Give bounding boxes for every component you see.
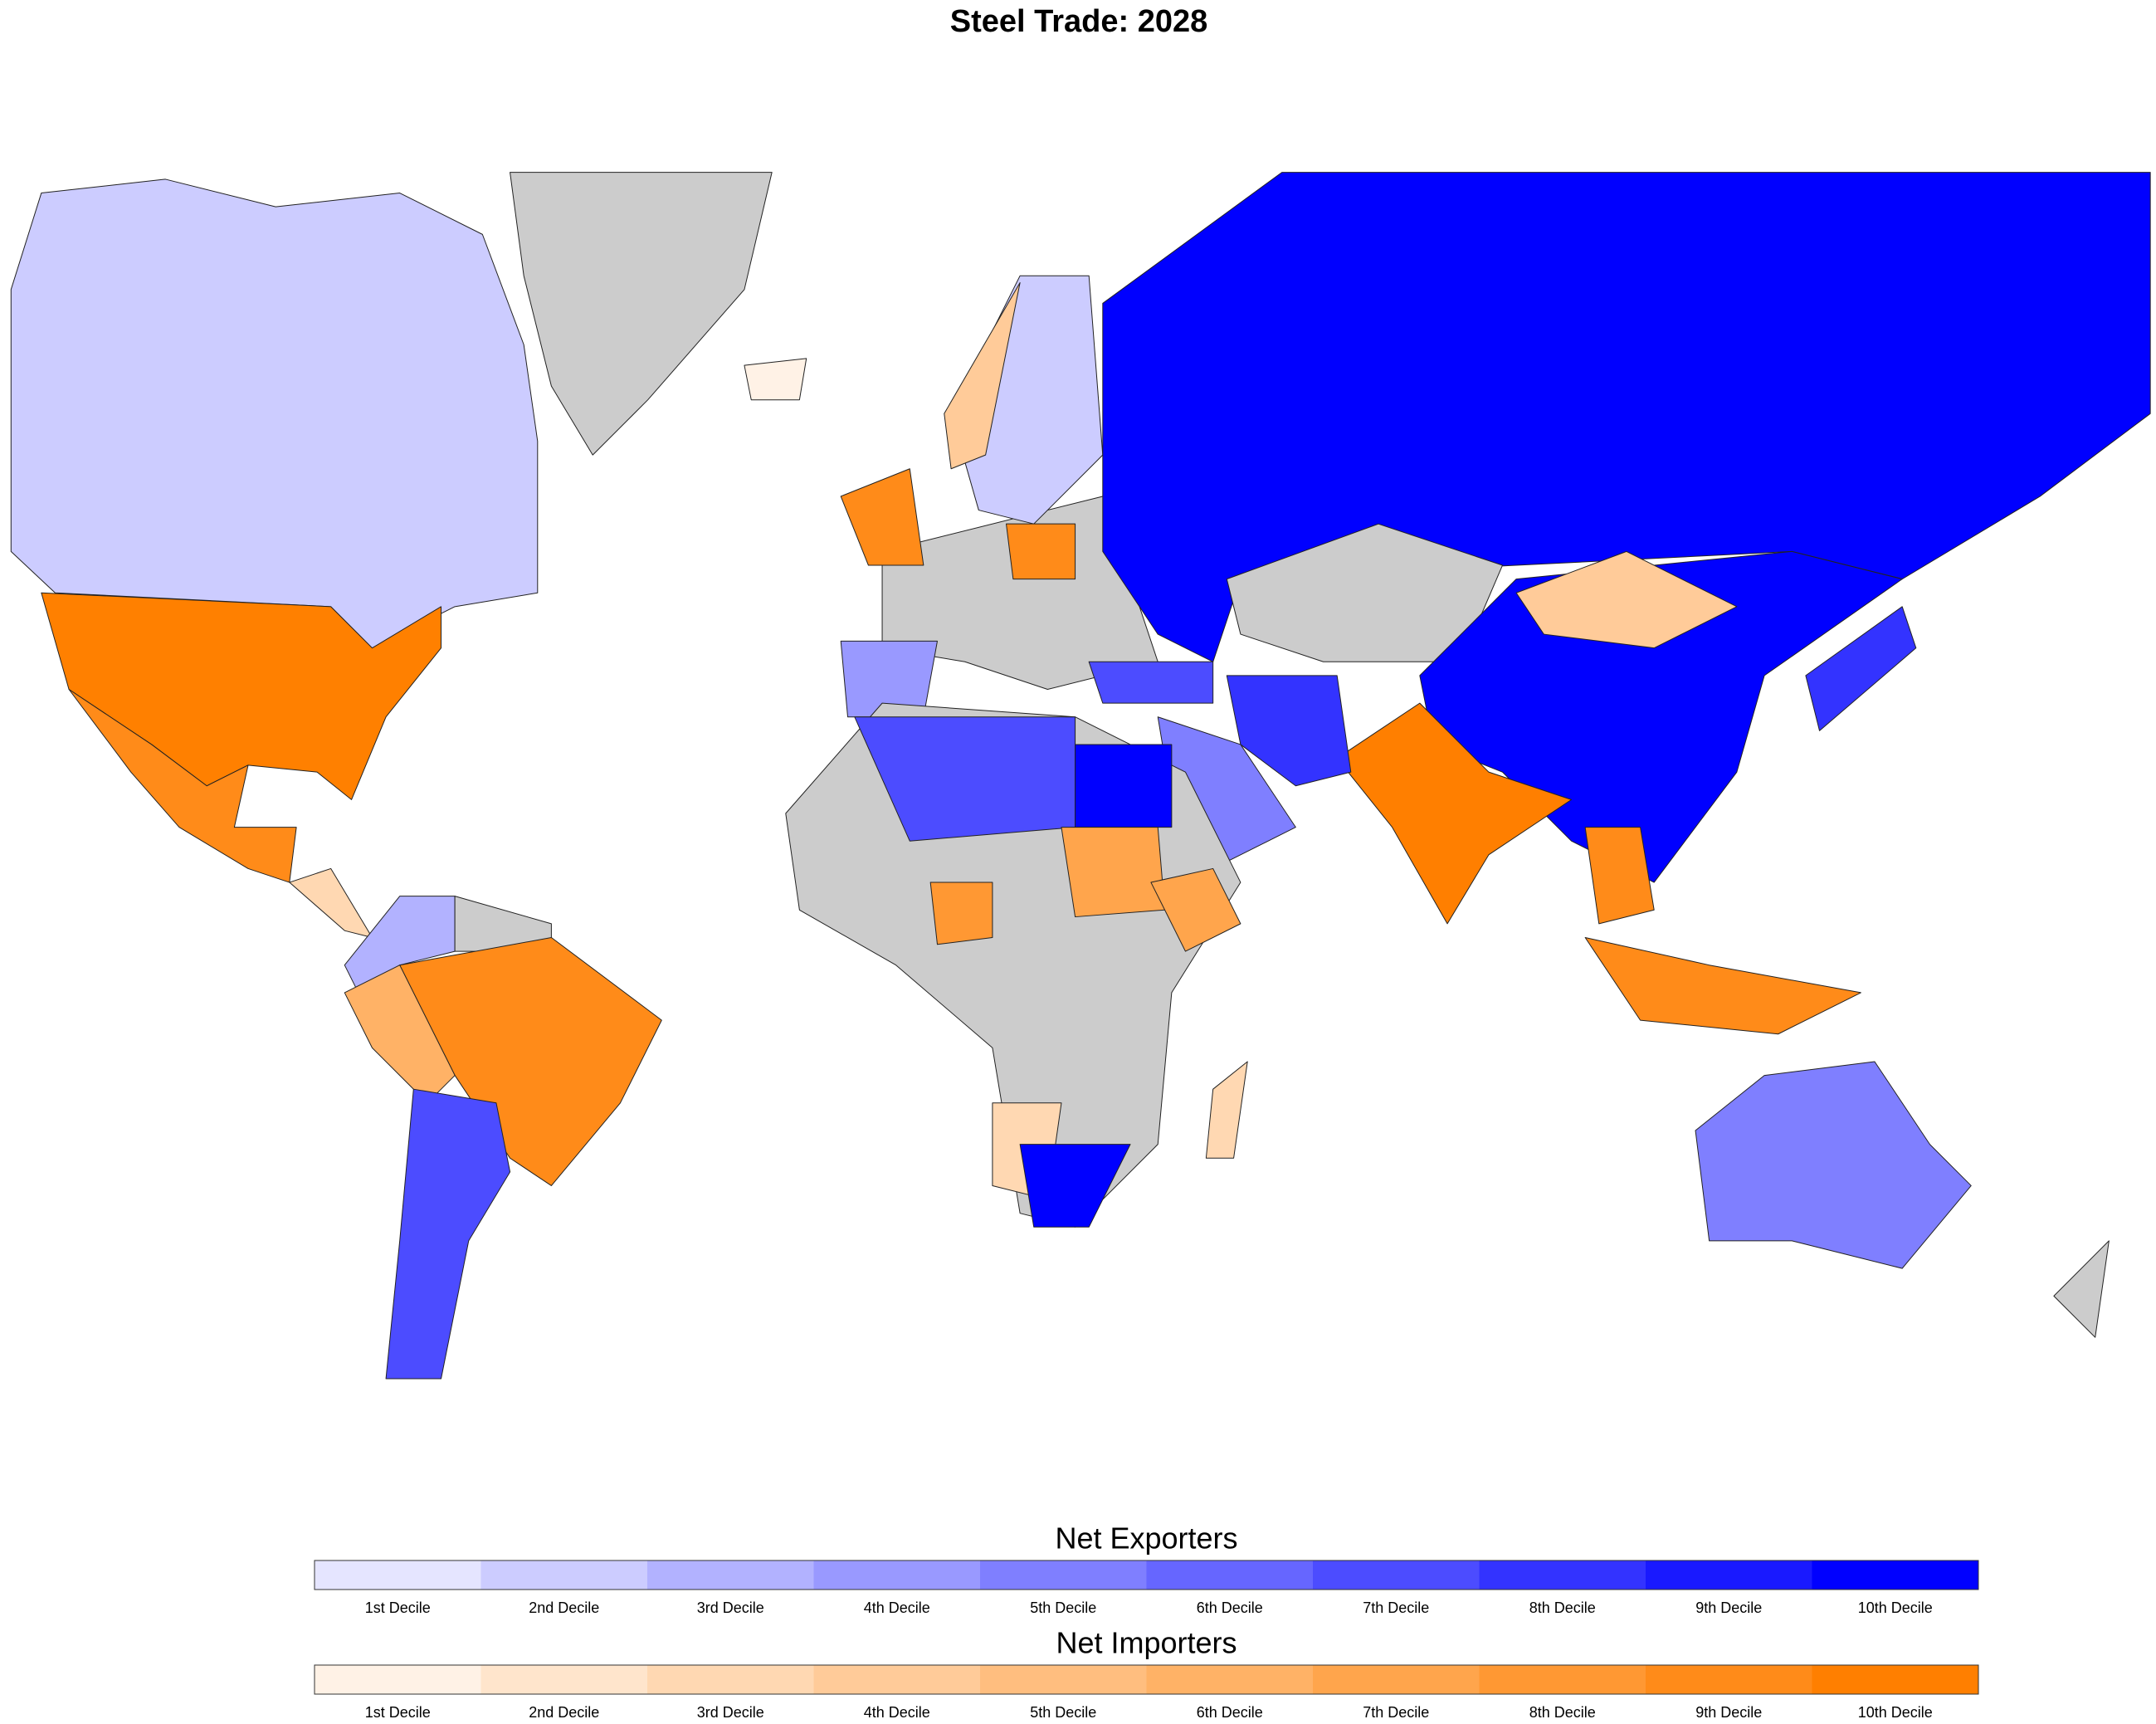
legend-label: 1st Decile <box>365 1599 431 1616</box>
legend-label: 10th Decile <box>1858 1599 1933 1616</box>
legend-label: 8th Decile <box>1529 1599 1596 1616</box>
legend-label: 2nd Decile <box>529 1599 599 1616</box>
legend-swatch <box>647 1560 814 1590</box>
legend-frame <box>314 1664 1979 1695</box>
country <box>289 867 373 938</box>
legend-swatch <box>1146 1665 1313 1694</box>
legend-label: 3rd Decile <box>697 1704 764 1721</box>
country <box>68 689 297 883</box>
legend-title: Net Importers <box>1056 1626 1237 1660</box>
country <box>929 882 993 945</box>
country <box>1006 523 1076 580</box>
legend-swatch <box>1812 1665 1978 1694</box>
legend-swatch <box>980 1665 1147 1694</box>
legend-label: 2nd Decile <box>529 1704 599 1721</box>
country <box>1075 744 1173 828</box>
country <box>1336 702 1573 925</box>
legend-label: 6th Decile <box>1197 1599 1263 1616</box>
legend-swatch <box>480 1560 647 1590</box>
country <box>840 468 924 566</box>
world-map <box>10 172 2151 1380</box>
country <box>1019 1144 1131 1228</box>
legend-swatch <box>1479 1665 1646 1694</box>
legend-swatch <box>1146 1560 1313 1590</box>
map-title: Steel Trade: 2028 <box>950 4 1208 39</box>
legend-swatch <box>315 1665 481 1694</box>
legend-label: 7th Decile <box>1363 1599 1429 1616</box>
legend-swatch <box>813 1560 980 1590</box>
country <box>385 1088 511 1380</box>
legend-title: Net Exporters <box>1055 1521 1237 1556</box>
country <box>2053 1240 2110 1338</box>
country <box>344 965 456 1104</box>
country <box>399 936 662 1186</box>
legend-label: 6th Decile <box>1197 1704 1263 1721</box>
country <box>1584 936 1861 1035</box>
legend-label: 1st Decile <box>365 1704 431 1721</box>
legend-frame <box>314 1560 1979 1590</box>
country <box>944 282 1021 470</box>
legend-label: 5th Decile <box>1030 1704 1096 1721</box>
legend-swatch <box>1812 1560 1978 1590</box>
country <box>1088 661 1214 704</box>
legend-swatch <box>1313 1665 1480 1694</box>
country <box>1150 867 1241 952</box>
country <box>1205 1061 1248 1159</box>
country <box>510 172 773 456</box>
legend-label: 4th Decile <box>864 1704 930 1721</box>
legend-swatch <box>980 1560 1147 1590</box>
legend-swatch <box>813 1665 980 1694</box>
country <box>1226 675 1352 787</box>
legend-label: 7th Decile <box>1363 1704 1429 1721</box>
country <box>1584 827 1655 925</box>
legend-label: 9th Decile <box>1695 1599 1762 1616</box>
legend-label: 5th Decile <box>1030 1599 1096 1616</box>
legend-label: 9th Decile <box>1695 1704 1762 1721</box>
country <box>744 358 807 401</box>
country <box>1695 1061 1972 1269</box>
country <box>1061 827 1166 918</box>
legend-label: 3rd Decile <box>697 1599 764 1616</box>
country <box>1515 550 1738 649</box>
legend-swatch <box>1646 1560 1812 1590</box>
legend-swatch <box>315 1560 481 1590</box>
legend-swatch <box>1313 1560 1480 1590</box>
legends: Net Exporters 1st Decile 2nd Decile 3rd Dec… <box>314 1521 1979 1721</box>
legend-label: 4th Decile <box>864 1599 930 1616</box>
legend-label: 8th Decile <box>1529 1704 1596 1721</box>
country <box>1805 606 1917 731</box>
legend-label: 10th Decile <box>1858 1704 1933 1721</box>
legend-swatch <box>480 1665 647 1694</box>
legend-swatch <box>647 1665 814 1694</box>
legend-swatch <box>1646 1665 1812 1694</box>
legend-swatch <box>1479 1560 1646 1590</box>
country <box>10 178 539 649</box>
